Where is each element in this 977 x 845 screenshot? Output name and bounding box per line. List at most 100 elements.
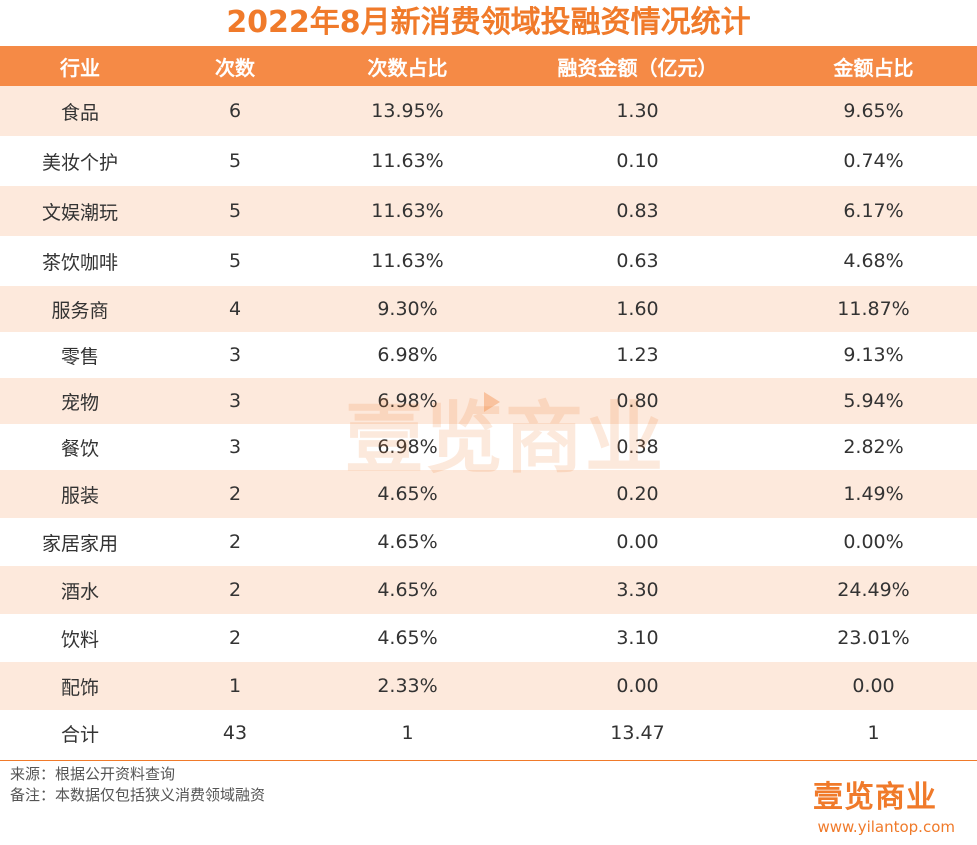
table-row: 餐饮 3 6.98% 0.38 2.82% <box>0 424 977 470</box>
table-cell: 餐饮 <box>60 437 99 460</box>
table-cell: 2 <box>228 627 242 649</box>
table-cell: 4.68% <box>843 250 904 272</box>
table-cell: 服务商 <box>51 299 109 322</box>
table-cell: 2 <box>228 579 242 601</box>
table-cell: 4 <box>228 298 242 320</box>
table-cell: 5 <box>228 200 242 222</box>
table-row: 服装 2 4.65% 0.20 1.49% <box>0 470 977 518</box>
table-cell: 1 <box>867 722 880 744</box>
table-cell: 0.00 <box>852 675 895 697</box>
table-cell: 1.23 <box>616 344 659 366</box>
notes: 来源：根据公开资料查询 备注：本数据仅包括狭义消费领域融资 <box>10 764 265 806</box>
table-row: 合计 43 1 13.47 1 <box>0 710 977 756</box>
table-cell: 5 <box>228 250 242 272</box>
table-cell: 0.38 <box>616 436 659 458</box>
data-table: 行业 次数 次数占比 融资金额（亿元） 金额占比 食品 6 13.95% 1.30 9.65% 美… <box>0 46 977 756</box>
table-cell: 1.60 <box>616 298 659 320</box>
table-cell: 6.98% <box>377 390 438 412</box>
footer-divider <box>0 760 977 761</box>
table-cell: 酒水 <box>60 580 99 603</box>
table-cell: 5 <box>228 150 242 172</box>
table-cell: 3.10 <box>616 627 659 649</box>
table-row: 文娱潮玩 5 11.63% 0.83 6.17% <box>0 186 977 236</box>
table-cell: 11.87% <box>837 298 910 320</box>
table-cell: 2 <box>228 531 242 553</box>
table-row: 食品 6 13.95% 1.30 9.65% <box>0 86 977 136</box>
table-cell: 茶饮咖啡 <box>41 251 118 274</box>
table-cell: 3.30 <box>616 579 659 601</box>
chart-title: 2022年8月新消费领域投融资情况统计 <box>226 5 751 40</box>
table-cell: 3 <box>228 436 242 458</box>
remark-note: 备注：本数据仅包括狭义消费领域融资 <box>10 786 266 804</box>
table-row: 配饰 1 2.33% 0.00 0.00 <box>0 662 977 710</box>
table-row: 家居家用 2 4.65% 0.00 0.00% <box>0 518 977 566</box>
table-cell: 43 <box>222 722 248 744</box>
table-cell: 1.30 <box>616 100 659 122</box>
column-header: 次数 <box>215 55 255 80</box>
table-cell: 食品 <box>60 101 99 124</box>
table-cell: 9.13% <box>843 344 904 366</box>
table-cell: 9.65% <box>843 100 904 122</box>
table-cell: 美妆个护 <box>41 151 118 174</box>
column-header: 金额占比 <box>833 55 914 80</box>
table-cell: 6.98% <box>377 344 438 366</box>
table-cell: 3 <box>228 344 242 366</box>
table-cell: 0.00 <box>616 531 659 553</box>
table-row: 零售 3 6.98% 1.23 9.13% <box>0 332 977 378</box>
table-cell: 13.47 <box>610 722 665 744</box>
table-body: 食品 6 13.95% 1.30 9.65% 美妆个护 5 11.63% 0.10 0.74% 文娱… <box>0 86 977 756</box>
table-cell: 4.65% <box>377 483 438 505</box>
table-cell: 2.82% <box>843 436 904 458</box>
table-cell: 6.98% <box>377 436 438 458</box>
column-header: 行业 <box>60 55 100 80</box>
table-cell: 3 <box>228 390 242 412</box>
brand-logo: 壹览商业 <box>813 780 937 815</box>
table-cell: 0.63 <box>616 250 659 272</box>
website-link[interactable]: www.yilantop.com <box>817 818 956 836</box>
table-row: 服务商 4 9.30% 1.60 11.87% <box>0 286 977 332</box>
table-cell: 11.63% <box>371 250 444 272</box>
column-header: 次数占比 <box>367 55 448 80</box>
table-cell: 6.17% <box>843 200 904 222</box>
table-cell: 11.63% <box>371 150 444 172</box>
table-cell: 6 <box>228 100 242 122</box>
table-cell: 11.63% <box>371 200 444 222</box>
table-cell: 0.00 <box>616 675 659 697</box>
table-cell: 零售 <box>60 345 99 368</box>
table-cell: 4.65% <box>377 627 438 649</box>
source-note: 来源：根据公开资料查询 <box>10 765 176 783</box>
table-cell: 文娱潮玩 <box>41 201 118 224</box>
table-cell: 0.00% <box>843 531 904 553</box>
table-cell: 2.33% <box>377 675 438 697</box>
column-header: 融资金额（亿元） <box>557 55 718 80</box>
table-cell: 宠物 <box>60 391 99 414</box>
table-row: 茶饮咖啡 5 11.63% 0.63 4.68% <box>0 236 977 286</box>
table-header: 行业 次数 次数占比 融资金额（亿元） 金额占比 <box>0 46 977 86</box>
table-cell: 5.94% <box>843 390 904 412</box>
table-cell: 配饰 <box>60 676 99 699</box>
table-cell: 0.10 <box>616 150 659 172</box>
table-cell: 9.30% <box>377 298 438 320</box>
table-cell: 23.01% <box>837 627 910 649</box>
table-cell: 4.65% <box>377 531 438 553</box>
table-cell: 4.65% <box>377 579 438 601</box>
table-cell: 24.49% <box>837 579 910 601</box>
table-cell: 2 <box>228 483 242 505</box>
table-cell: 家居家用 <box>41 532 118 555</box>
table-cell: 1 <box>401 722 414 744</box>
table-cell: 0.80 <box>616 390 659 412</box>
table-cell: 合计 <box>60 723 99 746</box>
table-row: 饮料 2 4.65% 3.10 23.01% <box>0 614 977 662</box>
table-cell: 0.83 <box>616 200 659 222</box>
table-cell: 饮料 <box>60 628 99 651</box>
table-row: 酒水 2 4.65% 3.30 24.49% <box>0 566 977 614</box>
table-cell: 13.95% <box>371 100 444 122</box>
table-cell: 1 <box>228 675 242 697</box>
table-row: 宠物 3 6.98% 0.80 5.94% <box>0 378 977 424</box>
table-cell: 0.20 <box>616 483 659 505</box>
table-cell: 1.49% <box>843 483 904 505</box>
table-cell: 服装 <box>60 484 99 507</box>
table-cell: 0.74% <box>843 150 904 172</box>
play-icon <box>484 392 500 412</box>
table-row: 美妆个护 5 11.63% 0.10 0.74% <box>0 136 977 186</box>
